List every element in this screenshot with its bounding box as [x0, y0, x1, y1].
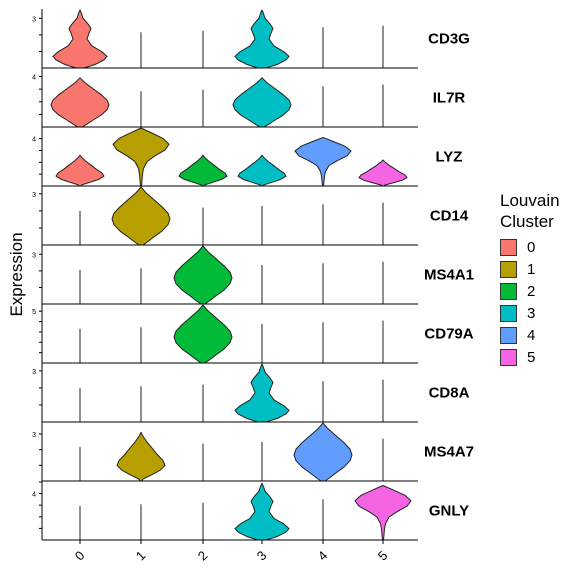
- x-tick-label-2: 2: [195, 548, 211, 564]
- panel-cd3g: 3 CD3G: [32, 9, 470, 68]
- violin-cd8a-3: [235, 364, 289, 422]
- violin-lyz-5: [359, 160, 407, 186]
- y-tick-label: 3: [32, 369, 36, 376]
- x-tick-label-3: 3: [254, 548, 270, 564]
- panel-cd79a: 5 CD79A: [32, 304, 474, 363]
- legend-swatch: [500, 305, 517, 322]
- legend-label: 4: [527, 327, 535, 344]
- legend-item-1: 1: [500, 258, 570, 280]
- y-tick-label: 3: [32, 252, 36, 259]
- gene-label-gnly: GNLY: [429, 503, 469, 520]
- legend: Louvain Cluster 0 1 2 3 4 5: [500, 190, 570, 368]
- y-axis-label: Expression: [7, 232, 26, 316]
- x-tick-label-5: 5: [375, 548, 391, 564]
- gene-label-cd3g: CD3G: [428, 31, 470, 48]
- legend-item-2: 2: [500, 280, 570, 302]
- violin-lyz-2: [179, 155, 227, 186]
- violin-ms4a1-2: [174, 246, 232, 304]
- legend-swatch: [500, 283, 517, 300]
- legend-items: 0 1 2 3 4 5: [500, 236, 570, 368]
- legend-label: 3: [527, 305, 535, 322]
- panel-ms4a7: 3 MS4A7: [32, 422, 474, 481]
- violin-il7r-3: [233, 78, 291, 127]
- violin-lyz-0: [56, 155, 104, 186]
- gene-label-il7r: IL7R: [433, 90, 466, 107]
- gene-label-ms4a7: MS4A7: [424, 444, 474, 461]
- legend-swatch: [500, 349, 517, 366]
- gene-label-ms4a1: MS4A1: [424, 267, 474, 284]
- y-tick-label: 3: [32, 16, 36, 23]
- violin-cd79a-2: [174, 305, 232, 363]
- y-tick-label: 4: [32, 75, 36, 82]
- panel-gnly: 4 GNLY: [32, 481, 469, 540]
- x-tick-label-4: 4: [315, 548, 331, 564]
- violin-cd3g-0: [53, 10, 107, 68]
- legend-item-5: 5: [500, 346, 570, 368]
- violin-lyz-4: [295, 137, 351, 186]
- violin-lyz-3: [238, 155, 286, 186]
- y-tick-label: 3: [32, 192, 36, 199]
- violin-gnly-5: [355, 485, 411, 540]
- legend-swatch: [500, 261, 517, 278]
- y-tick-label: 5: [32, 309, 36, 316]
- panel-cd14: 3 CD14: [32, 186, 469, 245]
- y-tick-label: 3: [32, 432, 36, 439]
- x-tick-label-0: 0: [72, 548, 88, 564]
- gene-label-cd79a: CD79A: [424, 326, 473, 343]
- legend-label: 0: [527, 239, 535, 256]
- legend-label: 2: [527, 283, 535, 300]
- legend-label: 5: [527, 349, 535, 366]
- y-tick-label: 4: [32, 492, 36, 499]
- violin-ms4a7-1: [117, 432, 165, 481]
- panel-cd8a: 3 CD8A: [32, 363, 469, 422]
- violin-lyz-1: [113, 128, 169, 186]
- violin-il7r-0: [51, 78, 109, 127]
- violin-cd3g-3: [235, 10, 289, 68]
- panel-il7r: 4 IL7R: [32, 68, 465, 127]
- legend-item-4: 4: [500, 324, 570, 346]
- violin-cd14-1: [112, 187, 170, 245]
- gene-label-cd14: CD14: [430, 208, 469, 225]
- violin-ms4a7-4: [294, 423, 352, 481]
- legend-item-0: 0: [500, 236, 570, 258]
- legend-swatch: [500, 239, 517, 256]
- panel-ms4a1: 3 MS4A1: [32, 245, 474, 304]
- violin-gnly-3: [235, 483, 289, 540]
- x-tick-label-1: 1: [133, 548, 149, 564]
- y-tick-label: 4: [32, 137, 36, 144]
- panel-lyz: 4 LYZ: [32, 127, 462, 186]
- legend-swatch: [500, 327, 517, 344]
- legend-label: 1: [527, 261, 535, 278]
- gene-label-lyz: LYZ: [436, 149, 463, 166]
- gene-label-cd8a: CD8A: [429, 385, 470, 402]
- legend-title: Louvain Cluster: [500, 190, 570, 232]
- legend-item-3: 3: [500, 302, 570, 324]
